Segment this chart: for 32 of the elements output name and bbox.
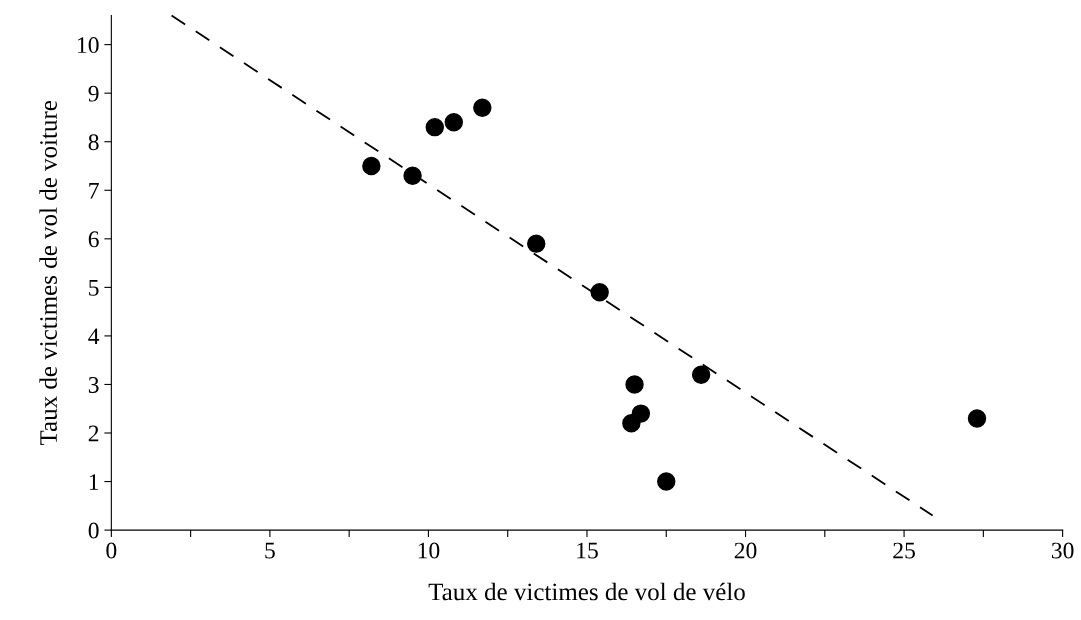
point [590, 283, 609, 302]
point [444, 113, 464, 132]
point [625, 375, 644, 394]
y-tick-label: 3 [88, 377, 99, 393]
x-axis-title: Taux de victimes de vol de vélo [428, 582, 745, 601]
point [691, 365, 711, 384]
point [527, 234, 546, 253]
y-tick-label: 0 [88, 522, 99, 539]
x-tick-label: 15 [577, 542, 598, 559]
point [631, 404, 651, 423]
y-tick-label: 10 [78, 37, 99, 54]
point [473, 98, 492, 117]
x-tick-label: 30 [1051, 542, 1074, 559]
x-tick-label: 25 [893, 542, 915, 559]
x-tick-label: 10 [418, 542, 440, 559]
y-tick-label: 6 [88, 231, 99, 248]
x-tick-label: 0 [106, 542, 117, 559]
y-tick-label: 4 [88, 328, 100, 345]
y-axis-title: Taux de victimes de vol de voiture [39, 100, 57, 446]
y-tick-label: 5 [89, 280, 99, 296]
x-tick-label: 20 [734, 542, 757, 559]
y-tick-label: 9 [88, 85, 99, 102]
y-tick-label: 8 [88, 134, 99, 151]
point [362, 156, 381, 176]
point [425, 117, 444, 137]
y-tick-label: 7 [89, 183, 99, 199]
x-tick-label: 5 [265, 542, 275, 559]
point [403, 166, 422, 185]
point [967, 409, 987, 428]
y-tick-label: 1 [89, 474, 99, 490]
y-tick-label: 2 [88, 425, 99, 442]
point [657, 472, 676, 491]
